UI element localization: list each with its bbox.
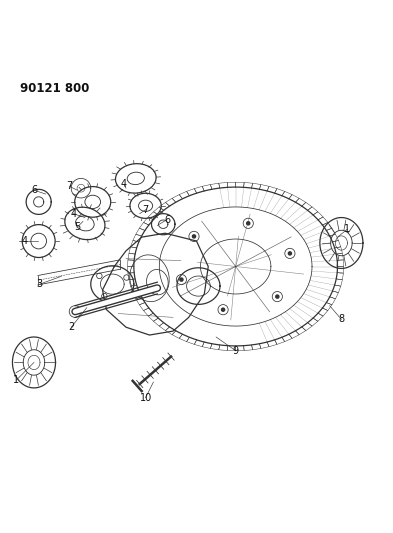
Text: 6: 6 (164, 214, 170, 224)
Circle shape (288, 252, 292, 255)
Text: 5: 5 (74, 222, 80, 232)
Text: 4: 4 (121, 179, 127, 189)
Text: 1: 1 (13, 375, 19, 385)
Text: 90121 800: 90121 800 (20, 83, 90, 95)
Circle shape (222, 308, 225, 311)
Text: 2: 2 (68, 322, 74, 332)
Text: 8: 8 (338, 314, 344, 325)
Circle shape (247, 222, 250, 225)
Circle shape (180, 278, 183, 281)
Text: 3: 3 (37, 279, 43, 289)
Circle shape (276, 295, 279, 298)
Text: 6: 6 (31, 185, 37, 195)
Text: 9: 9 (233, 346, 239, 356)
Text: 7: 7 (66, 181, 72, 191)
Text: 10: 10 (140, 393, 152, 403)
Text: 4: 4 (70, 208, 76, 219)
Circle shape (193, 235, 196, 238)
Text: 7: 7 (143, 205, 149, 215)
Text: 4: 4 (21, 236, 27, 246)
Text: 1: 1 (344, 224, 350, 235)
